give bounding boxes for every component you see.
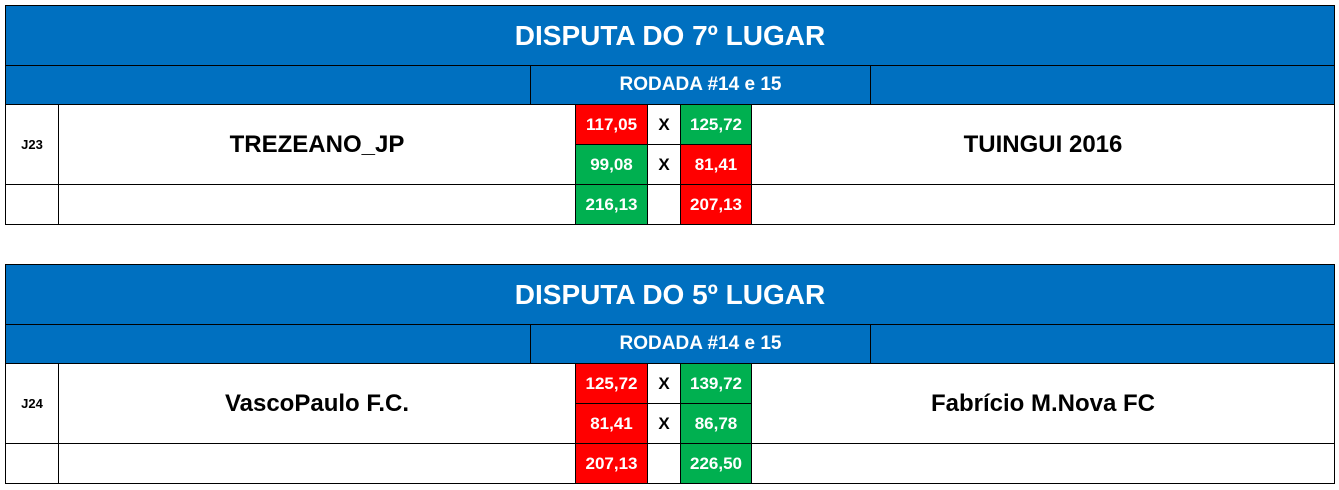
match-id: J23 [5,104,59,185]
total-away-blank [751,443,1335,484]
round-bar-left [5,65,531,105]
away-score: 86,78 [680,403,752,444]
title-bar: DISPUTA DO 5º LUGAR [5,264,1335,325]
round-label: RODADA #14 e 15 [530,65,871,105]
home-total: 207,13 [575,443,648,484]
round-label: RODADA #14 e 15 [530,324,871,364]
home-total: 216,13 [575,184,648,225]
total-home-blank [58,443,576,484]
home-score: 117,05 [575,104,648,145]
separator: X [647,104,681,145]
round-bar-right [870,324,1335,364]
away-team: TUINGUI 2016 [751,104,1335,185]
home-score: 81,41 [575,403,648,444]
total-id-blank [5,443,59,484]
total-sep-blank [647,443,681,484]
home-score: 125,72 [575,363,648,404]
away-score: 125,72 [680,104,752,145]
away-total: 207,13 [680,184,752,225]
title-bar: DISPUTA DO 7º LUGAR [5,5,1335,66]
separator: X [647,363,681,404]
away-score: 81,41 [680,144,752,185]
match-id: J24 [5,363,59,444]
round-bar-left [5,324,531,364]
separator: X [647,403,681,444]
home-team: TREZEANO_JP [58,104,576,185]
home-score: 99,08 [575,144,648,185]
round-bar-right [870,65,1335,105]
away-team: Fabrício M.Nova FC [751,363,1335,444]
total-id-blank [5,184,59,225]
total-sep-blank [647,184,681,225]
total-home-blank [58,184,576,225]
away-total: 226,50 [680,443,752,484]
separator: X [647,144,681,185]
away-score: 139,72 [680,363,752,404]
home-team: VascoPaulo F.C. [58,363,576,444]
total-away-blank [751,184,1335,225]
